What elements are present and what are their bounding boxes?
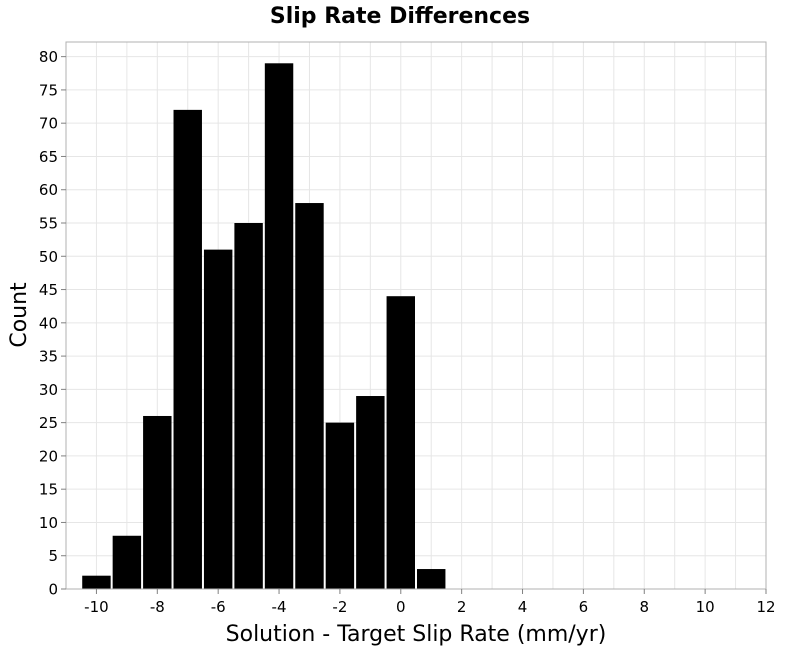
- y-tick-label: 70: [39, 115, 58, 133]
- histogram-bar: [325, 422, 355, 589]
- histogram-bar: [264, 63, 294, 589]
- x-tick-label: 2: [457, 598, 467, 616]
- x-tick-label: -2: [332, 598, 347, 616]
- y-tick-label: 20: [39, 447, 58, 465]
- x-tick-label: 10: [696, 598, 715, 616]
- y-tick-label: 25: [39, 414, 58, 432]
- x-axis-ticks: -10 -8 -6 -4 -2 0 2 4 6 8 10 12: [84, 589, 776, 616]
- histogram-bar: [143, 415, 172, 589]
- y-axis-ticks: 0 5 10 15 20 25 30 35 40 45 50 55 60 65 70 75 80: [39, 48, 66, 599]
- histogram-bar: [82, 575, 111, 589]
- x-axis-label: Solution - Target Slip Rate (mm/yr): [226, 622, 607, 647]
- x-tick-label: -8: [150, 598, 165, 616]
- histogram-bar: [234, 223, 263, 589]
- y-tick-label: 50: [39, 248, 58, 266]
- y-tick-label: 45: [39, 281, 58, 299]
- chart-title: Slip Rate Differences: [270, 4, 530, 29]
- y-tick-label: 40: [39, 314, 58, 332]
- x-tick-label: -4: [272, 598, 287, 616]
- y-tick-label: 10: [39, 514, 58, 532]
- histogram-bar: [112, 535, 142, 589]
- x-tick-label: 4: [518, 598, 528, 616]
- histogram-bar: [203, 249, 233, 590]
- y-tick-label: 0: [48, 581, 58, 599]
- plot-area-frame: [65, 41, 767, 590]
- histogram-bar: [173, 109, 202, 589]
- x-tick-label: 6: [579, 598, 589, 616]
- y-tick-label: 75: [39, 81, 58, 99]
- y-tick-label: 60: [39, 181, 58, 199]
- y-axis-label: Count: [7, 282, 32, 348]
- histogram-bar: [386, 296, 415, 589]
- x-tick-label: 12: [756, 598, 775, 616]
- y-tick-label: 35: [39, 348, 58, 366]
- x-tick-label: 8: [639, 598, 649, 616]
- y-tick-label: 30: [39, 381, 58, 399]
- histogram-bar: [417, 569, 446, 589]
- y-tick-label: 65: [39, 148, 58, 166]
- histogram-bar: [356, 396, 385, 589]
- y-tick-label: 55: [39, 215, 58, 233]
- x-tick-label: -10: [84, 598, 109, 616]
- y-tick-label: 5: [48, 547, 58, 565]
- x-tick-label: 0: [396, 598, 406, 616]
- y-tick-label: 15: [39, 481, 58, 499]
- histogram-bar: [295, 203, 324, 589]
- x-tick-label: -6: [211, 598, 226, 616]
- y-tick-label: 80: [39, 48, 58, 66]
- bars: [82, 63, 446, 590]
